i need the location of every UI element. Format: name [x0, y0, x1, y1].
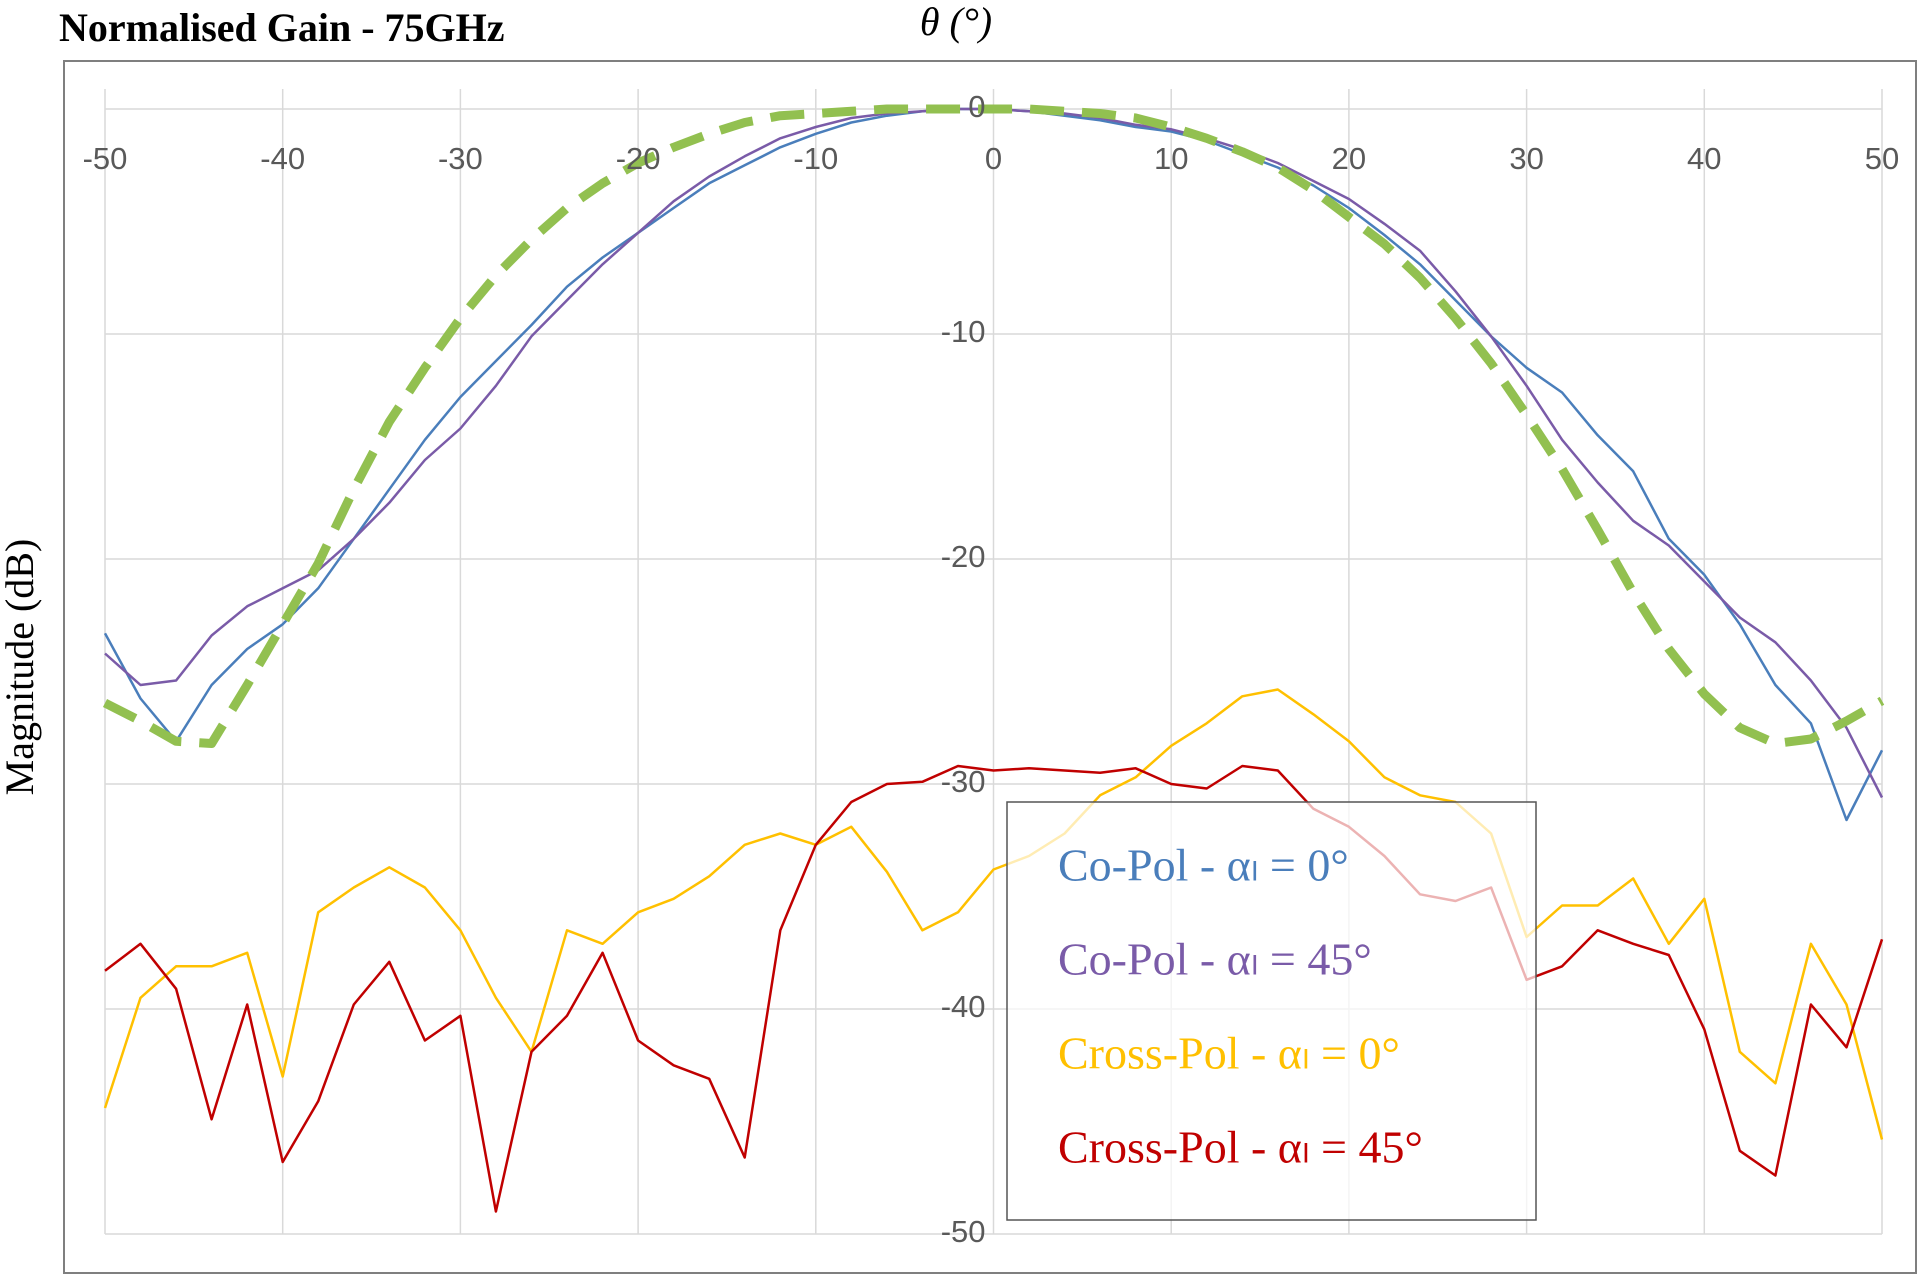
chart-title: Normalised Gain - 75GHz — [59, 5, 505, 50]
x-tick-label: -50 — [83, 141, 128, 176]
y-tick-label: 0 — [968, 89, 985, 124]
x-tick-label: 0 — [985, 141, 1002, 176]
x-tick-label: 40 — [1687, 141, 1721, 176]
series-line — [104, 764, 1884, 1213]
x-tick-label: -10 — [793, 141, 838, 176]
legend-label: Co-Pol - αₗ = 45° — [1058, 934, 1372, 985]
legend-label: Cross-Pol - αₗ = 0° — [1058, 1028, 1400, 1079]
x-tick-label: 50 — [1865, 141, 1899, 176]
tick-labels: -50 -40 -30 -20 -10 0 10 20 30 40 50 0 -10 -20 -30 -40 -… — [83, 89, 1900, 1249]
x-tick-label: 10 — [1154, 141, 1188, 176]
y-tick-label: -50 — [941, 1214, 986, 1249]
y-tick-label: -30 — [941, 764, 986, 799]
x-tick-label: 30 — [1509, 141, 1543, 176]
y-tick-label: -10 — [941, 314, 986, 349]
x-tick-label: 20 — [1332, 141, 1366, 176]
series-line — [103, 688, 1884, 1140]
x-tick-label: -40 — [260, 141, 305, 176]
dashed-series-line — [102, 104, 1885, 748]
x-tick-label: -20 — [616, 141, 661, 176]
y-tick-label: -20 — [941, 539, 986, 574]
chart-frame — [63, 60, 1917, 1274]
legend-label: Co-Pol - αₗ = 0° — [1058, 840, 1349, 891]
legend-box — [1006, 801, 1537, 1221]
grid — [104, 89, 1883, 1235]
legend: Co-Pol - αₗ = 0° Co-Pol - αₗ = 45° Cross-P… — [1006, 801, 1537, 1221]
legend-label: Cross-Pol - αₗ = 45° — [1058, 1122, 1423, 1173]
x-axis-label: θ (°) — [920, 0, 992, 44]
y-tick-label: -40 — [941, 989, 986, 1024]
y-axis-label: Magnitude (dB) — [0, 539, 42, 796]
x-tick-label: -30 — [438, 141, 483, 176]
plot-lines — [102, 104, 1885, 1213]
